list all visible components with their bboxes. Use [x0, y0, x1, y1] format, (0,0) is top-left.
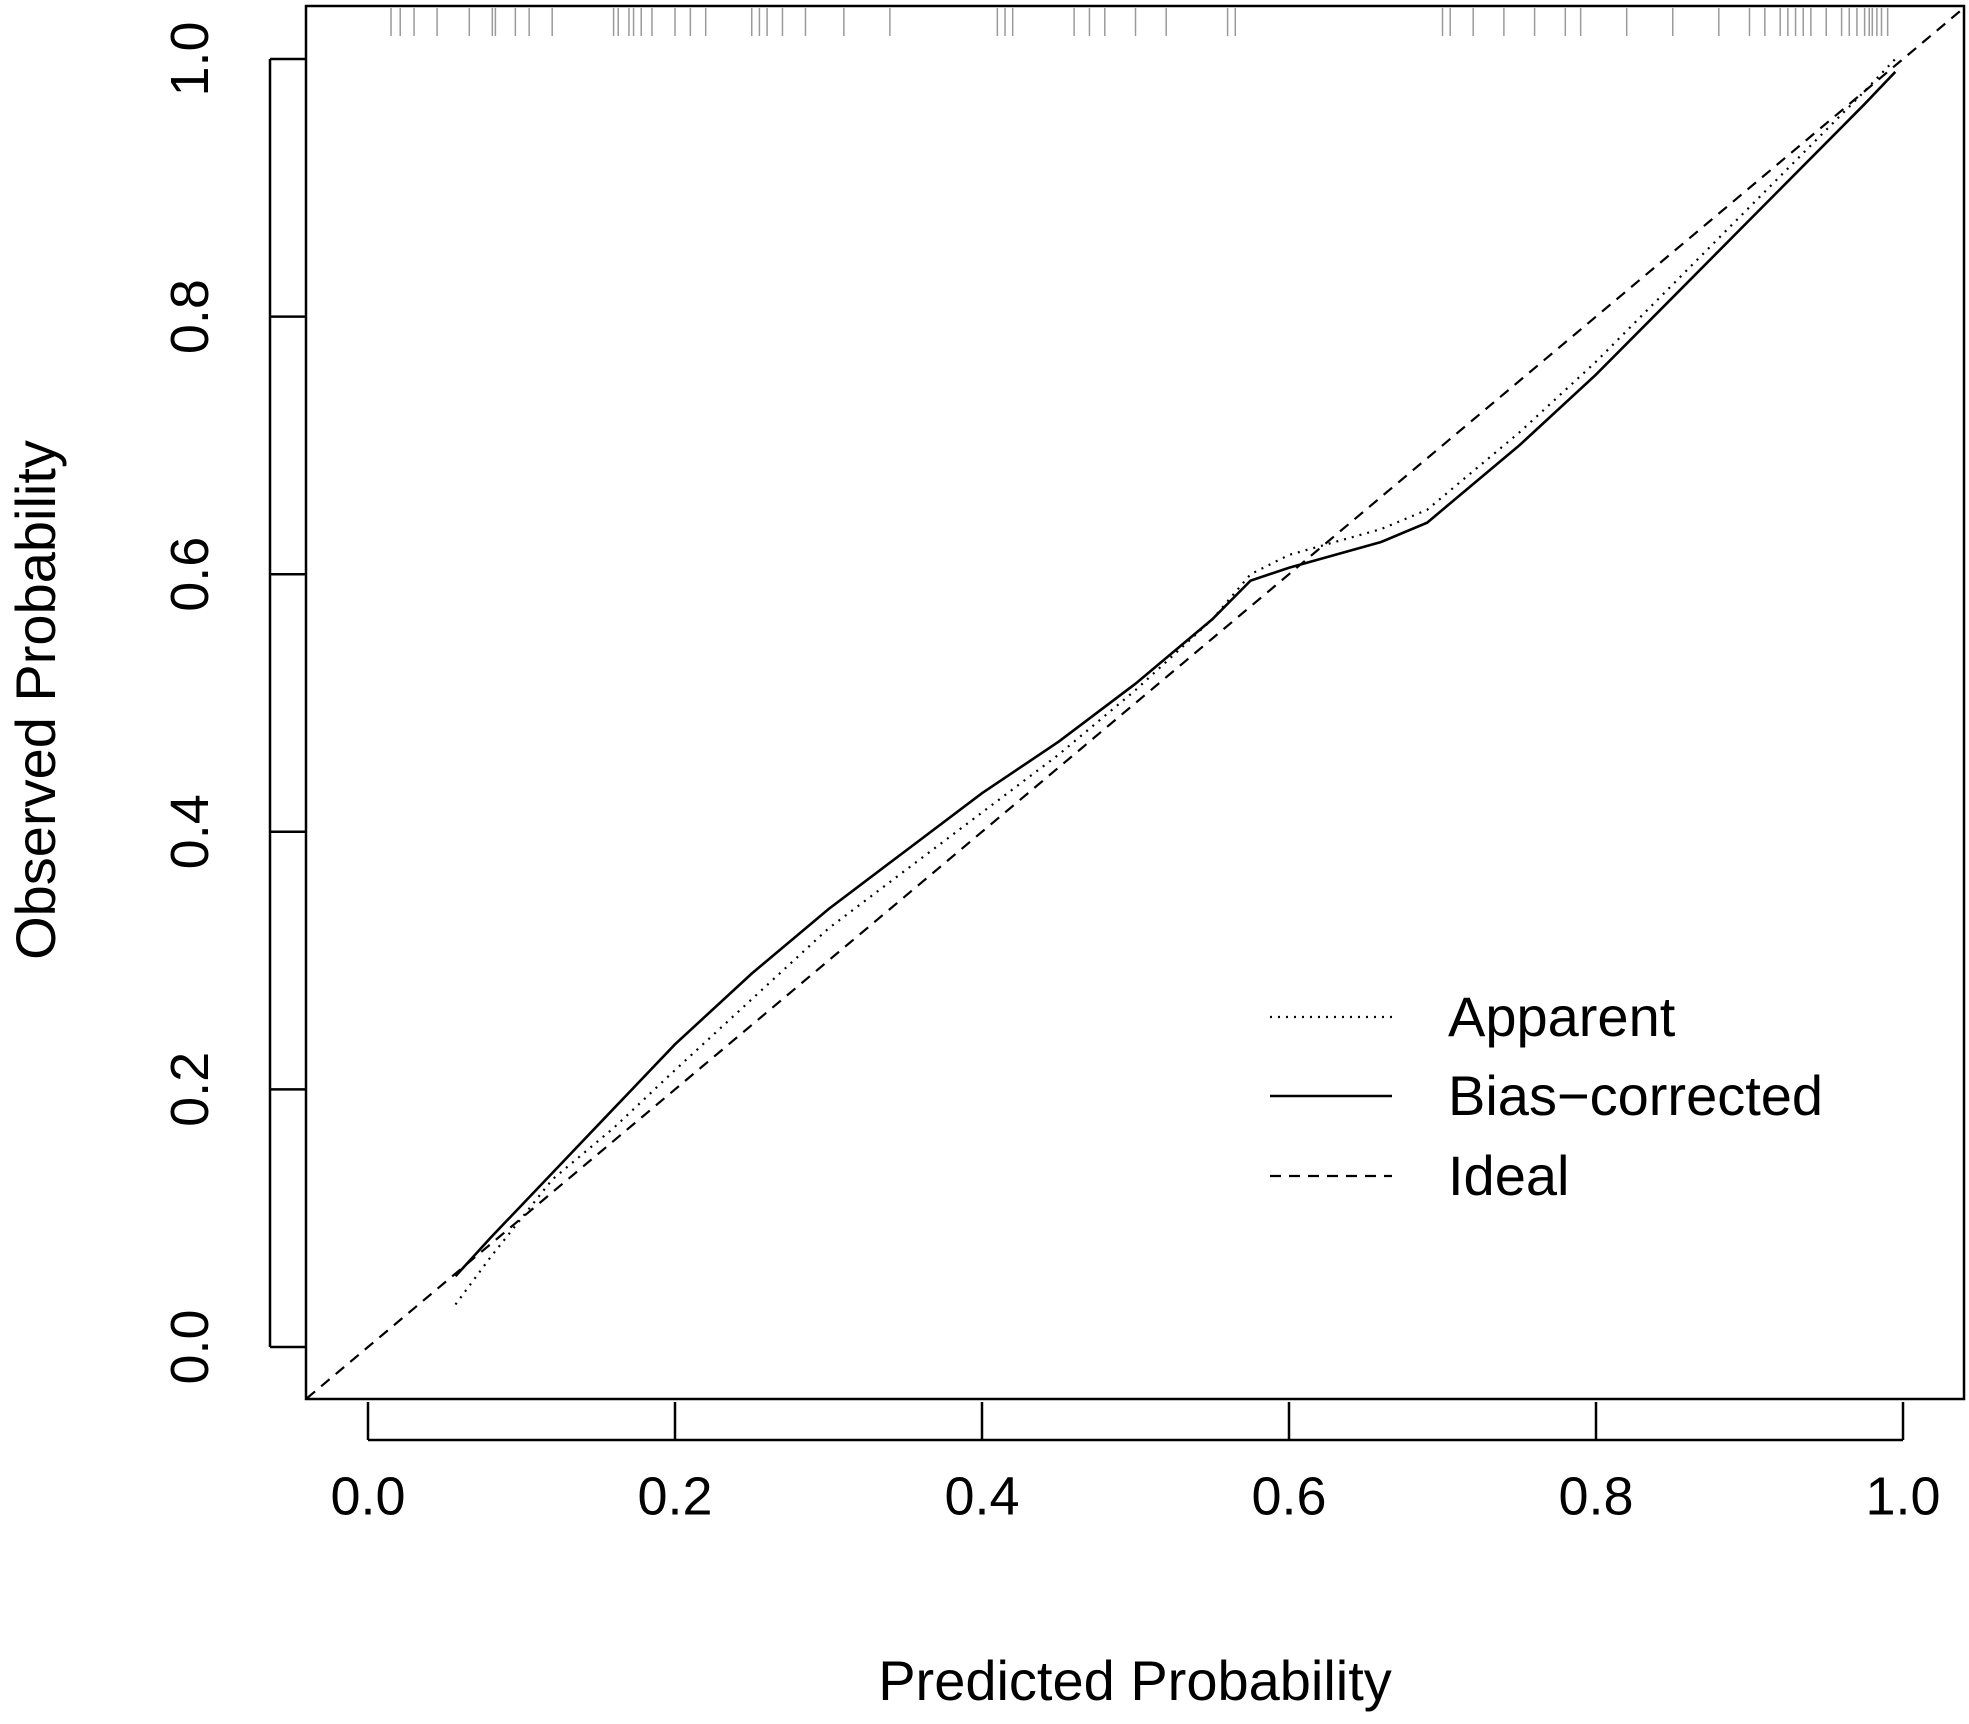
- x-tick-label: 1.0: [1865, 1466, 1940, 1526]
- rug-marks: [390, 8, 1889, 36]
- series-line-solid: [454, 71, 1897, 1278]
- legend-label: Apparent: [1448, 985, 1676, 1048]
- legend: Apparent Bias−corrected Ideal: [1270, 985, 1823, 1207]
- y-tick-label: 1.0: [160, 21, 220, 96]
- x-tick-label: 0.4: [944, 1466, 1019, 1526]
- y-tick-label: 0.8: [160, 279, 220, 354]
- x-axis-label: Predicted Probability: [878, 1649, 1392, 1712]
- x-tick-label: 0.0: [330, 1466, 405, 1526]
- y-tick-label: 0.0: [160, 1309, 220, 1384]
- plot-frame: [304, 4, 1966, 1401]
- series-lines: [305, 6, 1966, 1400]
- y-axis: 0.0 0.2 0.4 0.6 0.8 1.0: [160, 21, 306, 1385]
- x-tick-label: 0.8: [1558, 1466, 1633, 1526]
- y-axis-label: Observed Probability: [4, 440, 67, 960]
- y-tick-label: 0.2: [160, 1052, 220, 1127]
- y-tick-label: 0.6: [160, 537, 220, 612]
- y-tick-label: 0.4: [160, 794, 220, 869]
- legend-label: Ideal: [1448, 1144, 1569, 1207]
- legend-label: Bias−corrected: [1448, 1064, 1823, 1127]
- x-tick-label: 0.6: [1251, 1466, 1326, 1526]
- x-axis: 0.0 0.2 0.4 0.6 0.8 1.0: [330, 1402, 1941, 1526]
- x-tick-label: 0.2: [637, 1466, 712, 1526]
- series-line-dotted: [454, 58, 1897, 1306]
- series-line-dashed: [305, 6, 1966, 1400]
